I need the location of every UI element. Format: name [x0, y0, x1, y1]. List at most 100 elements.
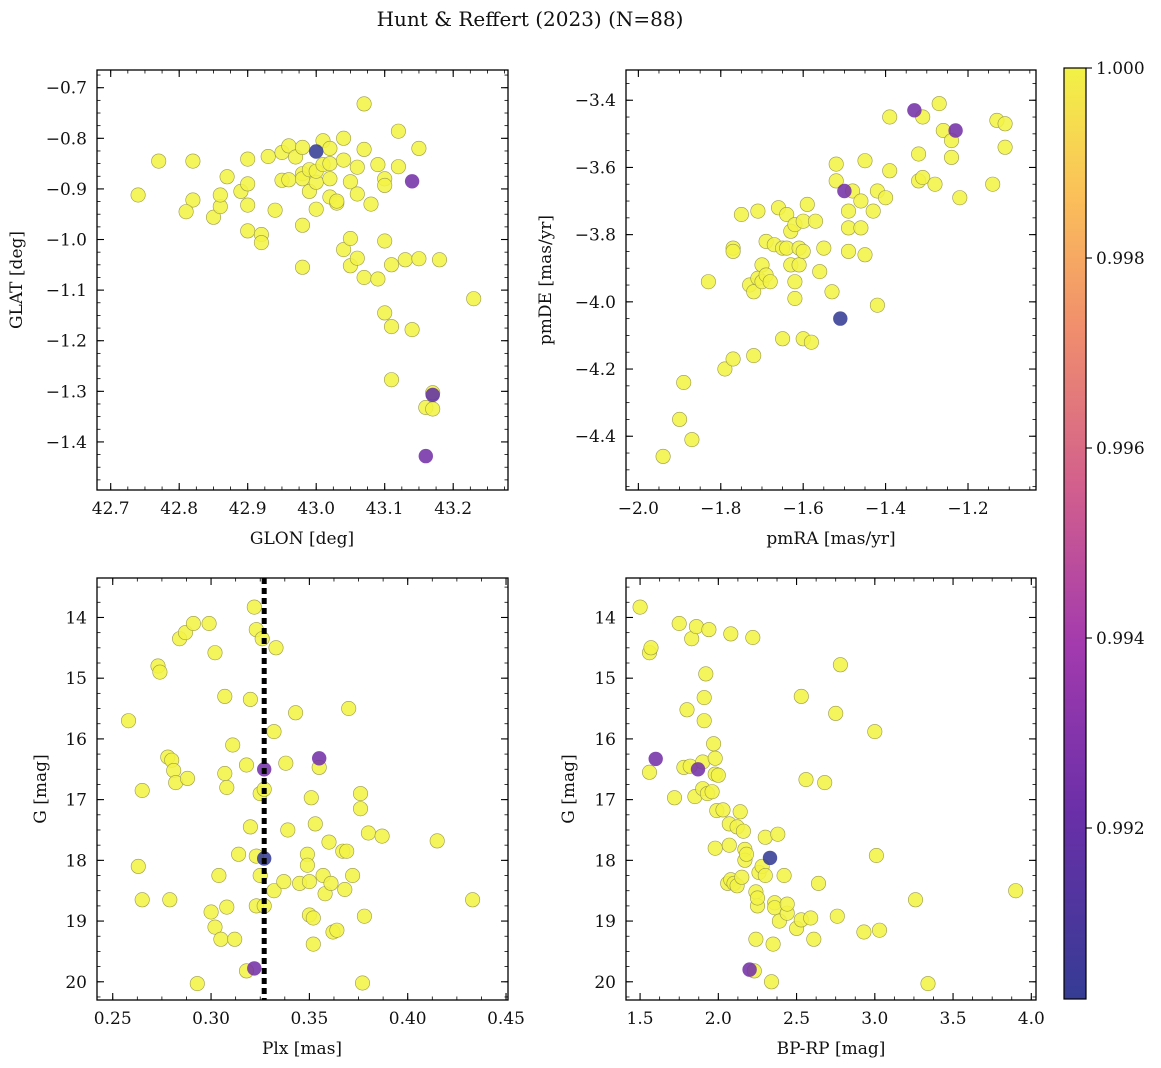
- data-point: [370, 157, 386, 173]
- ticks-layer: −2.0 −1.8 −1.6 −1.4 −1.2 −4.4 −4.2 −4.0 −3.8 −3.6…: [575, 70, 1036, 519]
- data-point: [733, 207, 749, 223]
- data-point: [828, 156, 844, 172]
- data-point: [816, 240, 832, 256]
- data-point: [356, 96, 372, 112]
- x-axis-label: GLON [deg]: [250, 529, 354, 549]
- data-point: [341, 700, 357, 716]
- data-point: [322, 140, 338, 156]
- data-point: [632, 599, 648, 615]
- data-point: [349, 159, 365, 175]
- data-point: [342, 231, 358, 247]
- data-point: [336, 242, 352, 258]
- x-axis-label: BP-RP [mag]: [777, 1039, 886, 1059]
- data-point: [943, 149, 959, 165]
- y-tick-label: −3.8: [575, 226, 616, 246]
- y-tick-label: −1.3: [46, 382, 87, 402]
- data-point: [1008, 883, 1024, 899]
- data-point: [431, 252, 447, 268]
- data-point: [219, 169, 235, 185]
- data-point: [824, 284, 840, 300]
- x-tick-label: 2.5: [783, 1009, 810, 1029]
- data-point: [301, 874, 317, 890]
- data-point: [746, 284, 762, 300]
- data-point: [735, 823, 751, 839]
- data-point: [206, 209, 222, 225]
- colorbar-tick-label: 0.994: [1096, 629, 1145, 649]
- axes-frame: [96, 577, 509, 1001]
- panel-plx-g: 0.25 0.30 0.35 0.40 0.45 14 15 16 17 18 19 20 Plx […: [31, 577, 525, 1059]
- data-point: [411, 251, 427, 267]
- ticks-layer: 0.25 0.30 0.35 0.40 0.45 14 15 16 17 18 19 20: [65, 578, 525, 1029]
- x-tick-label: 43.1: [366, 499, 404, 519]
- data-point: [882, 109, 898, 125]
- data-point: [217, 688, 233, 704]
- x-tick-label: 3.5: [940, 1009, 967, 1029]
- x-tick-label: 0.25: [94, 1009, 132, 1029]
- data-point: [185, 153, 201, 169]
- data-point: [791, 257, 807, 273]
- data-point: [869, 297, 885, 313]
- data-point: [757, 867, 773, 883]
- y-tick-label: 18: [65, 851, 87, 871]
- x-tick-label: 43.2: [434, 499, 472, 519]
- data-point: [303, 790, 319, 806]
- data-point: [360, 825, 376, 841]
- data-point: [411, 140, 427, 156]
- data-point: [793, 688, 809, 704]
- data-point: [829, 908, 845, 924]
- data-point: [762, 850, 778, 866]
- panel-bprp-g: 1.5 2.0 2.5 3.0 3.5 4.0 14 15 16 17 18 19 20 BP-RP […: [559, 577, 1045, 1059]
- data-point: [779, 896, 795, 912]
- data-point: [253, 235, 269, 251]
- data-point: [707, 750, 723, 766]
- data-point: [352, 801, 368, 817]
- data-point: [305, 910, 321, 926]
- data-point: [696, 713, 712, 729]
- data-point: [907, 103, 922, 118]
- data-point: [700, 274, 716, 290]
- data-point: [723, 626, 739, 642]
- data-point: [828, 705, 844, 721]
- data-point: [288, 705, 304, 721]
- y-tick-label: 16: [594, 730, 616, 750]
- data-point: [704, 784, 720, 800]
- data-point: [309, 144, 324, 159]
- data-point: [356, 908, 372, 924]
- x-tick-label: −2.0: [618, 499, 659, 519]
- y-tick-label: −0.7: [46, 79, 87, 99]
- data-point: [383, 257, 399, 273]
- y-tick-label: 19: [65, 912, 87, 932]
- data-point: [213, 931, 229, 947]
- data-point: [185, 192, 201, 208]
- y-tick-label: 15: [594, 669, 616, 689]
- data-point: [390, 123, 406, 139]
- data-point: [239, 757, 255, 773]
- data-point: [721, 837, 737, 853]
- y-tick-label: −0.9: [46, 180, 87, 200]
- axes-frame: [625, 69, 1037, 491]
- data-point: [404, 174, 420, 189]
- data-point: [278, 755, 294, 771]
- data-point: [671, 615, 687, 631]
- points-layer: [655, 96, 1013, 464]
- data-point: [715, 802, 731, 818]
- x-axis-label: pmRA [mas/yr]: [766, 529, 895, 549]
- data-point: [871, 922, 887, 938]
- data-point: [666, 790, 682, 806]
- colorbar: 0.992 0.994 0.996 0.998 1.000: [1063, 59, 1145, 1000]
- data-point: [738, 846, 754, 862]
- data-point: [911, 146, 927, 162]
- data-point: [121, 713, 137, 729]
- axes-frame: [96, 69, 509, 491]
- data-point: [247, 961, 262, 976]
- data-point: [240, 197, 256, 213]
- data-point: [312, 751, 327, 766]
- x-tick-label: 42.7: [92, 499, 130, 519]
- data-point: [134, 892, 150, 908]
- y-tick-label: 16: [65, 730, 87, 750]
- data-point: [390, 159, 406, 175]
- data-point: [242, 691, 258, 707]
- data-point: [294, 139, 310, 155]
- data-point: [429, 833, 445, 849]
